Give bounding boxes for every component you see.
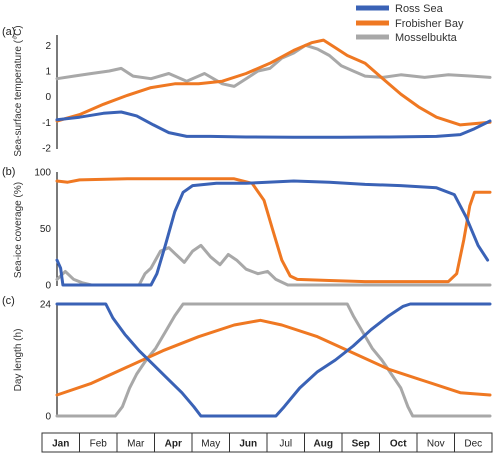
month-label-aug: Aug [314, 439, 333, 450]
y-tick-label-a-2: 0 [45, 92, 51, 103]
month-label-dec: Dec [464, 439, 482, 450]
series-line-b-ross-sea [55, 179, 490, 287]
y-tick-label-a-0: -2 [42, 144, 51, 155]
month-label-nov: Nov [427, 439, 445, 450]
month-label-sep: Sep [352, 439, 370, 450]
month-label-apr: Apr [165, 439, 182, 450]
y-axis-label-a: Sea-surface temperature (°C) [13, 25, 24, 156]
legend-label-frobisher-bay: Frobisher Bay [395, 18, 464, 30]
month-label-jun: Jun [239, 439, 257, 450]
y-tick-label-c-0: 0 [45, 412, 51, 423]
y-axis-label-c: Day length (h) [13, 329, 24, 392]
panel-label-a: (a) [2, 26, 15, 38]
panel-a-plot: -2 -1 0 1 2 [42, 35, 492, 155]
panel-b-plot: 0 50 100 [34, 168, 492, 292]
series-line-c-mosselbukta [55, 302, 492, 418]
month-label-mar: Mar [127, 439, 145, 450]
y-tick-label-b-2: 100 [34, 168, 51, 179]
y-tick-label-a-4: 2 [45, 41, 51, 52]
legend-label-mosselbukta: Mosselbukta [395, 32, 458, 44]
legend: Ross Sea Frobisher Bay Mosselbukta [356, 3, 464, 44]
y-tick-label-b-0: 0 [45, 281, 51, 292]
series-line-b-frobisher-bay [55, 177, 492, 284]
y-tick-label-a-3: 1 [45, 66, 51, 77]
month-label-feb: Feb [90, 439, 108, 450]
series-line-a-ross-sea [55, 110, 492, 139]
legend-label-ross-sea: Ross Sea [395, 3, 444, 15]
month-label-may: May [201, 439, 220, 450]
month-label-jan: Jan [52, 439, 69, 450]
y-tick-label-a-1: -1 [42, 118, 51, 129]
month-label-oct: Oct [390, 439, 407, 450]
series-line-a-mosselbukta [55, 43, 492, 88]
series-line-c-ross-sea [55, 302, 492, 418]
panel-label-b: (b) [2, 166, 15, 178]
series-line-a-frobisher-bay [55, 38, 492, 127]
month-axis: Jan Feb Mar Apr May Jun Jul Aug Sep Oct Nov Dec [41, 432, 493, 453]
panel-label-c: (c) [2, 295, 15, 307]
y-tick-label-c-1: 24 [40, 300, 52, 311]
series-line-c-frobisher-bay [55, 318, 492, 397]
month-label-jul: Jul [279, 439, 292, 450]
series-line-b-mosselbukta [55, 243, 492, 287]
y-axis-label-b: Sea-ice coverage (%) [13, 182, 24, 278]
y-tick-label-b-1: 50 [40, 224, 52, 235]
panel-c-plot: 0 24 [40, 300, 492, 423]
